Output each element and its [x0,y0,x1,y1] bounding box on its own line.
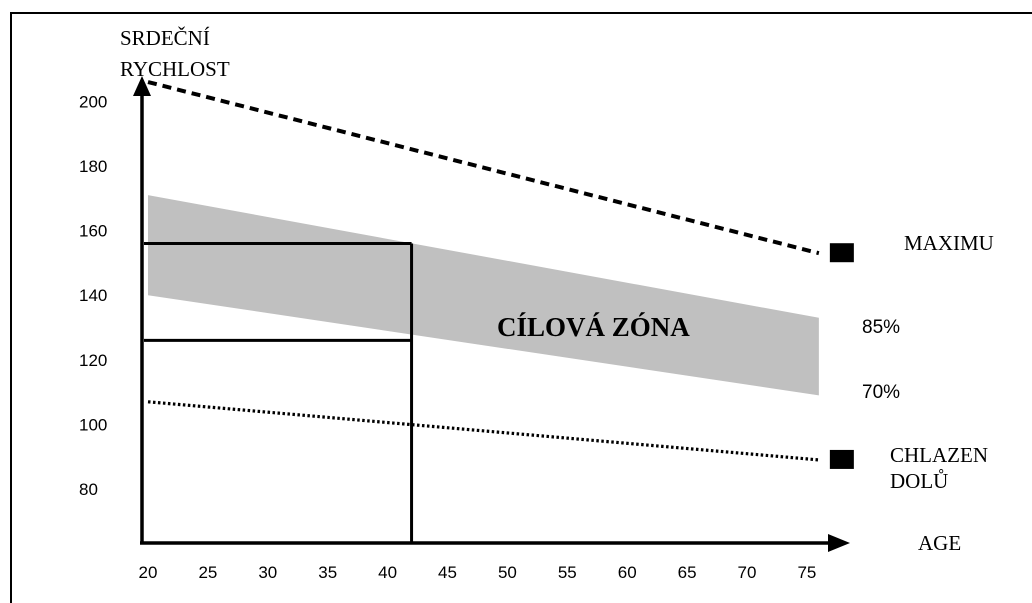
ticks-layer: 20 25 30 35 40 45 50 55 60 65 70 75 80 100 120 140 160 18… [79,92,816,582]
y-tick-label: 180 [79,157,107,176]
labels-layer: SRDEČNÍ RYCHLOST AGE MAXIMU CHLAZEN DOLŮ… [120,26,994,555]
y-axis-label-line-1: SRDEČNÍ [120,26,210,50]
y-tick-label: 160 [79,222,107,241]
y-tick-label: 200 [79,92,107,111]
y-tick-label: 140 [79,286,107,305]
axes-layer [133,76,850,552]
x-tick-label: 70 [738,563,757,582]
x-tick-label: 40 [378,563,397,582]
legend-marker-1 [829,243,854,263]
x-tick-label: 50 [498,563,517,582]
x-tick-label: 60 [618,563,637,582]
x-axis-label: AGE [918,531,961,555]
x-tick-label: 55 [558,563,577,582]
x-tick-label: 65 [678,563,697,582]
cooldown-line [147,400,820,462]
x-tick-label: 30 [258,563,277,582]
y-axis-label-line-2: RYCHLOST [120,57,230,81]
y-axis-arrow [133,76,151,96]
y-tick-label: 100 [79,415,107,434]
x-tick-label: 35 [318,563,337,582]
example-layer [144,242,414,543]
cooldown-label-line-2: DOLŮ [890,469,948,493]
maximum-label: MAXIMU [904,231,994,255]
x-tick-label: 75 [797,563,816,582]
y-tick-label: 120 [79,351,107,370]
x-tick-label: 25 [198,563,217,582]
series-layer [147,80,854,469]
x-tick-label: 45 [438,563,457,582]
zone-upper-label: 85% [862,317,900,338]
x-axis-arrow [828,534,850,552]
maximum-line [147,80,820,256]
target-zone-band [148,195,819,396]
x-tick-label: 20 [139,563,158,582]
target-zone-label: CÍLOVÁ ZÓNA [497,312,690,342]
target-zone-layer [148,195,819,396]
y-tick-label: 80 [79,480,98,499]
zone-lower-label: 70% [862,382,900,403]
cooldown-label-line-1: CHLAZEN [890,443,988,467]
legend-marker-2 [829,449,854,469]
